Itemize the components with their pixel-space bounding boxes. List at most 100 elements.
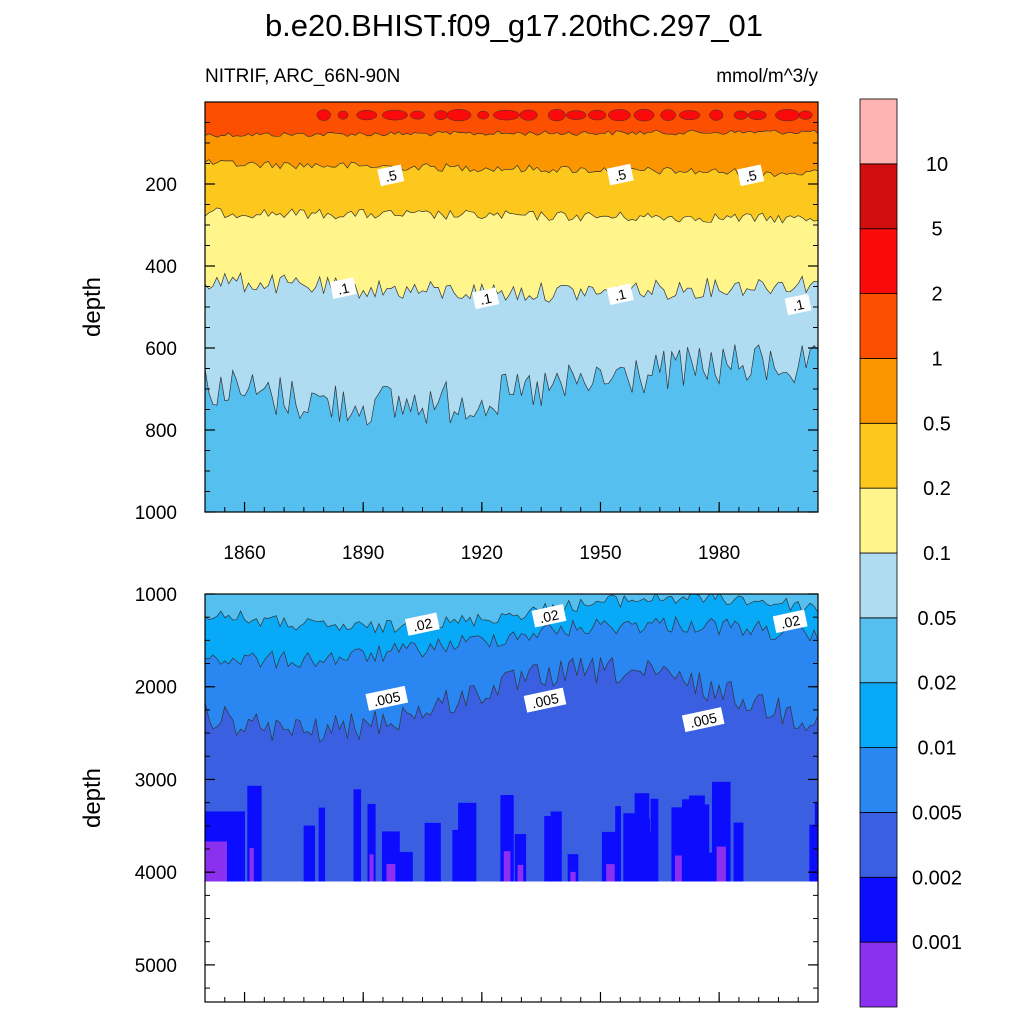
deep-patch-below-0.001 xyxy=(674,855,682,882)
y-tick-label: 800 xyxy=(145,421,177,442)
contour-label: .005 xyxy=(681,707,725,733)
band-0.1-to-0.2 xyxy=(205,207,818,303)
y-tick-label: 3000 xyxy=(135,770,177,791)
deep-patch-0.001-to-0.002 xyxy=(567,854,579,882)
contour-label-box xyxy=(606,283,634,306)
colorbar-swatch xyxy=(859,163,898,230)
lower-contour-labels: .02 .02 .02 .005 .005 .005 xyxy=(365,604,808,733)
colorbar-label: 0.02 xyxy=(918,673,957,695)
y-tick-label: 2000 xyxy=(135,678,177,699)
contour-label: .5 xyxy=(737,164,765,187)
colorbar-label: 2 xyxy=(931,284,942,306)
deep-patch-0.001-to-0.002 xyxy=(809,824,818,882)
colorbar-swatch xyxy=(859,617,898,684)
contour-label-text: .1 xyxy=(613,286,628,304)
band-0.01-to-0.02 xyxy=(205,594,818,668)
colorbar-label: 0.05 xyxy=(918,608,957,630)
contour-label-text: .1 xyxy=(478,290,493,308)
colorbar-swatch xyxy=(859,228,898,294)
contour-label-box xyxy=(523,687,567,713)
deep-patch-0.001-to-0.002 xyxy=(623,813,638,882)
contour-label: .1 xyxy=(606,283,634,306)
contour-label-box xyxy=(472,287,500,310)
colorbar-swatch xyxy=(859,552,898,619)
surface-patch xyxy=(381,109,408,121)
contour-label: .1 xyxy=(329,277,357,299)
band-0.005-to-0.01 xyxy=(205,616,818,742)
colorbar-swatch xyxy=(859,682,898,748)
upper-contour-fills xyxy=(205,102,818,512)
contour-label: .5 xyxy=(377,164,405,187)
contour-label: .02 xyxy=(531,604,567,628)
contour-label: .1 xyxy=(784,293,812,316)
surface-patch xyxy=(337,110,349,120)
upper-panel: .5 .5 .5 .1 .1 .1 .1 200 400 600 800 1000 1860 1890 1… xyxy=(79,101,819,564)
contour-label: .02 xyxy=(772,609,808,633)
lower-contour-line xyxy=(205,615,818,670)
surface-patch xyxy=(409,110,425,120)
deep-patch-0.001-to-0.002 xyxy=(303,825,315,882)
deep-patch-0.001-to-0.002 xyxy=(733,822,744,882)
colorbar-swatch xyxy=(859,941,898,1008)
upper-contour-lines xyxy=(205,129,818,426)
deep-patch-0.001-to-0.002 xyxy=(458,802,477,882)
lower-plot-frame xyxy=(204,593,819,1003)
contour-label-text: .02 xyxy=(411,615,434,635)
deep-patch-below-0.001 xyxy=(716,846,726,882)
surface-patch xyxy=(519,109,538,121)
deep-patch-0.001-to-0.002 xyxy=(247,785,257,882)
lower-panel: .02 .02 .02 .005 .005 .005 1000 2000 3000 4000 50… xyxy=(79,585,822,1003)
contour-label-text: .5 xyxy=(384,167,399,185)
colorbar-label: 10 xyxy=(926,154,948,176)
contour-label-text: .5 xyxy=(613,166,628,184)
x-tick-label: 1890 xyxy=(342,543,384,564)
contour-label-text: .005 xyxy=(530,690,560,711)
lower-y-axis-label: depth xyxy=(79,768,106,828)
variable-region-subtitle: NITRIF, ARC_66N-90N xyxy=(205,66,400,87)
surface-patch xyxy=(477,110,490,120)
surface-patch xyxy=(775,109,800,122)
deep-patch-below-0.001 xyxy=(386,863,396,882)
band-0.05-to-0.1 xyxy=(205,273,818,425)
contour-label-box xyxy=(377,164,405,187)
deep-patch-0.001-to-0.002 xyxy=(692,804,710,882)
colorbar-label: 5 xyxy=(931,219,942,241)
contour-label-box xyxy=(329,277,357,299)
contour-label-box xyxy=(404,612,440,636)
deep-patch-below-0.001 xyxy=(819,852,822,881)
surface-patch xyxy=(493,109,520,121)
deep-patch-0.001-to-0.002 xyxy=(254,785,262,882)
surface-patch xyxy=(588,109,607,121)
lower-contour-line xyxy=(205,656,818,743)
colorbar-swatch xyxy=(859,876,898,943)
contour-label-box xyxy=(681,707,725,733)
band-0.2-to-0.5 xyxy=(205,159,818,223)
contour-label-text: .1 xyxy=(791,296,806,314)
band-0.02-to-0.05 xyxy=(205,344,818,512)
contour-label-box xyxy=(531,604,567,628)
colorbar-label: 0.01 xyxy=(918,738,957,760)
deep-patch-0.001-to-0.002 xyxy=(514,834,527,882)
y-tick-label: 200 xyxy=(145,175,177,196)
surface-patch xyxy=(679,110,701,121)
deep-patch-below-0.001 xyxy=(369,854,374,882)
deep-patch-below-0.001 xyxy=(606,864,615,882)
colorbar-label: 0.001 xyxy=(912,932,962,954)
contour-label-text: .005 xyxy=(372,688,402,709)
contour-label-text: .005 xyxy=(688,709,718,730)
surface-patch xyxy=(633,108,655,122)
colorbar-swatch xyxy=(859,98,898,165)
deep-patch-below-0.001 xyxy=(517,864,524,882)
surface-patch xyxy=(733,110,748,120)
colorbar-swatch xyxy=(859,293,898,359)
surface-patch xyxy=(798,110,813,120)
contour-label-box xyxy=(784,293,812,316)
lower-axis-ticks: 1000 2000 3000 4000 5000 xyxy=(135,585,819,1002)
colorbar-swatch xyxy=(859,747,898,813)
lower-contour-fills xyxy=(205,594,822,882)
contour-label: .5 xyxy=(606,163,634,186)
colorbar-swatch xyxy=(859,358,898,424)
units-subtitle: mmol/m^3/y xyxy=(716,66,818,87)
chart-title: b.e20.BHIST.f09_g17.20thC.297_01 xyxy=(265,8,763,43)
deep-patch-0.001-to-0.002 xyxy=(367,803,376,882)
